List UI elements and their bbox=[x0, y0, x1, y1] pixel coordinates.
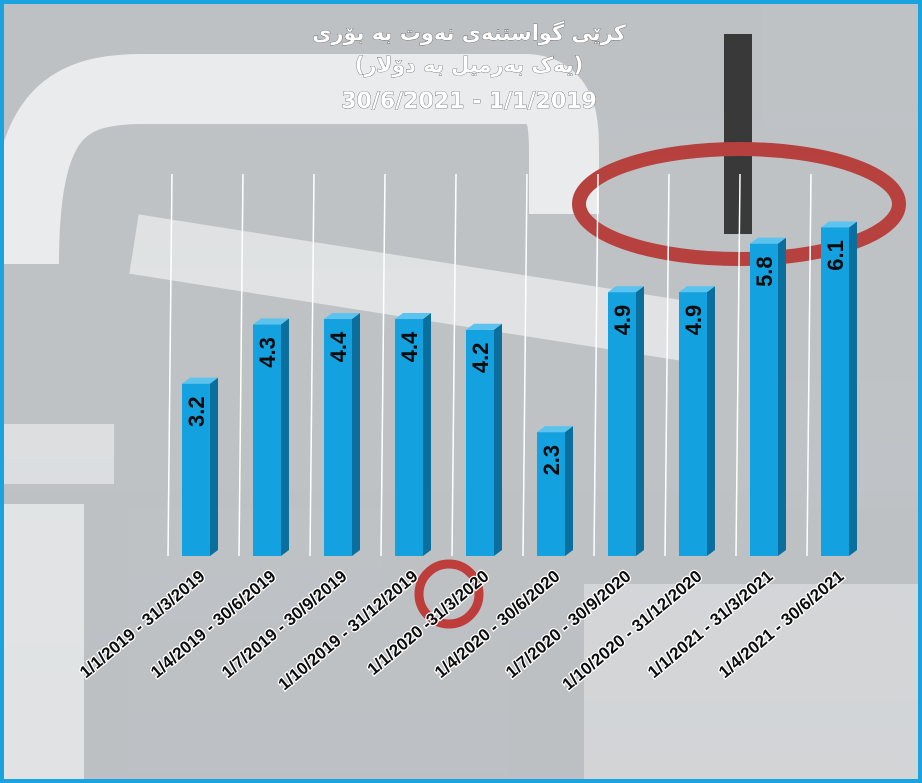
bar-2 bbox=[253, 318, 289, 556]
bar-top bbox=[679, 286, 715, 293]
grid-line bbox=[593, 173, 599, 557]
chart-title-block: کرێی گواستنەی نەوت بە بۆری (یەک بەرمیل ب… bbox=[312, 20, 627, 115]
grid-line bbox=[238, 173, 244, 557]
bar-side bbox=[707, 286, 715, 556]
grid-line bbox=[380, 173, 386, 557]
grid-line bbox=[167, 173, 173, 557]
bar-face bbox=[466, 329, 494, 556]
bars-group bbox=[182, 221, 857, 556]
bar-top bbox=[395, 313, 431, 320]
chart-period: 30/6/2021 - 1/1/2019 bbox=[341, 89, 597, 114]
value-label: 5.8 bbox=[752, 256, 777, 287]
bar-7 bbox=[608, 286, 644, 556]
bar-5 bbox=[466, 323, 502, 556]
bar-face bbox=[679, 292, 707, 556]
grid-line bbox=[806, 173, 812, 557]
grid-line bbox=[664, 173, 670, 557]
bar-top bbox=[537, 426, 573, 433]
bar-3 bbox=[324, 313, 360, 556]
grid-line bbox=[451, 173, 457, 557]
grid-line bbox=[522, 173, 528, 557]
bar-side bbox=[778, 237, 786, 556]
value-label: 4.9 bbox=[681, 305, 706, 336]
value-label: 3.2 bbox=[184, 396, 209, 427]
bar-top bbox=[608, 286, 644, 293]
bar-6 bbox=[537, 426, 573, 556]
chart-svg: 3.24.3 4.4 4.4 4.22.34.9 4.95.86.1 1/1/2019 … bbox=[4, 4, 918, 779]
bar-face bbox=[324, 319, 352, 556]
bar-top bbox=[182, 377, 218, 384]
bar-top bbox=[253, 318, 289, 325]
value-label: 4.4 bbox=[397, 331, 422, 362]
bar-side bbox=[494, 323, 502, 556]
value-label: 4.3 bbox=[255, 337, 280, 368]
bar-face bbox=[253, 324, 281, 556]
grid-line bbox=[309, 173, 315, 557]
bar-4 bbox=[395, 313, 431, 556]
bar-top bbox=[324, 313, 360, 320]
bar-face bbox=[608, 292, 636, 556]
bar-side bbox=[636, 286, 644, 556]
bar-side bbox=[210, 377, 218, 556]
bar-side bbox=[849, 221, 857, 556]
bar-face bbox=[821, 227, 849, 556]
bar-8 bbox=[679, 286, 715, 556]
bar-side bbox=[281, 318, 289, 556]
chart-subtitle: (یەک بەرمیل بە دۆلار) bbox=[355, 53, 583, 77]
value-label: 4.2 bbox=[468, 343, 493, 374]
value-label: 4.9 bbox=[610, 305, 635, 336]
bar-face bbox=[182, 383, 210, 556]
bar-face bbox=[537, 432, 565, 556]
value-label: 4.4 bbox=[326, 331, 351, 362]
bar-side bbox=[352, 313, 360, 556]
grid-line bbox=[735, 173, 741, 557]
bar-side bbox=[423, 313, 431, 556]
bar-top bbox=[750, 237, 786, 244]
bar-top bbox=[466, 323, 502, 330]
bar-face bbox=[395, 319, 423, 556]
value-labels-group: 3.2 4.3 4.4 4.4 4.2 2.3 4.9 4.9 5.8 6.1 bbox=[184, 240, 848, 475]
grid-lines bbox=[167, 173, 812, 557]
bar-10 bbox=[821, 221, 857, 556]
chart-title: کرێی گواستنەی نەوت بە بۆری bbox=[312, 20, 627, 45]
bar-top bbox=[821, 221, 857, 228]
value-label: 2.3 bbox=[539, 445, 564, 476]
value-label: 6.1 bbox=[823, 240, 848, 271]
bar-9 bbox=[750, 237, 786, 556]
bar-side bbox=[565, 426, 573, 556]
bar-face bbox=[750, 243, 778, 556]
bar-1 bbox=[182, 377, 218, 556]
